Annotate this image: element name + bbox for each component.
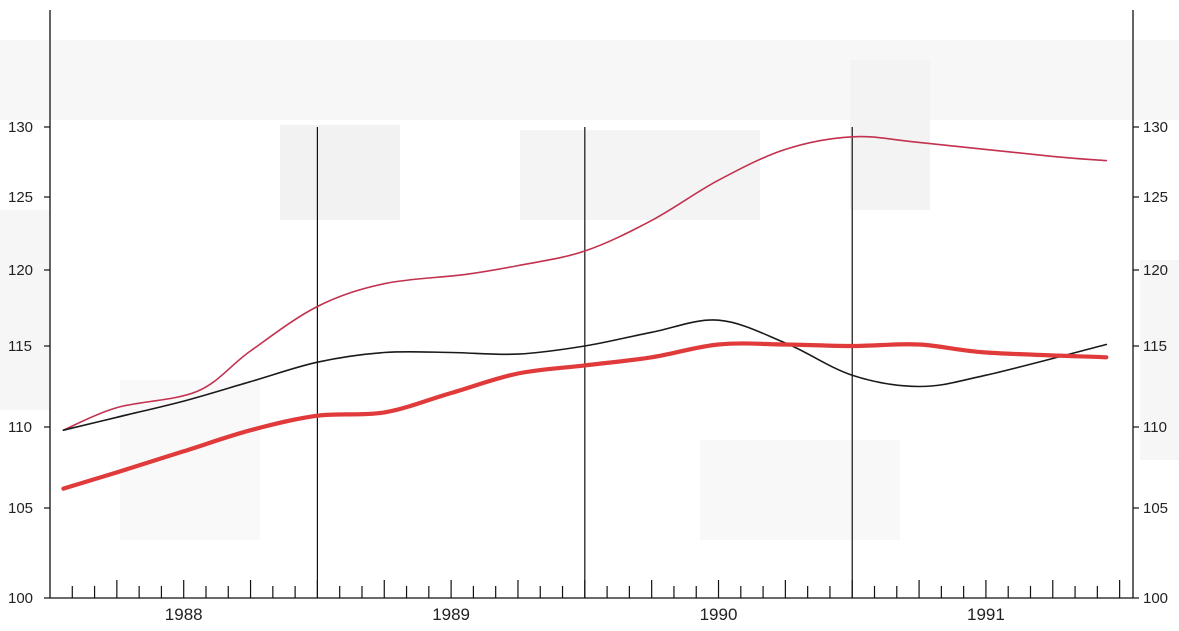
x-tick-label-1991: 1991: [967, 605, 1005, 624]
bg-block-6: [0, 210, 50, 410]
axis-labels: 100 100 105 105 110 110 115 115 120 120 125 125 130 1…: [8, 119, 1168, 624]
bg-block-4: [120, 380, 260, 540]
chart-axes: [44, 10, 1139, 599]
y-tick-label-left-115: 115: [8, 338, 32, 355]
x-tick-label-1990: 1990: [700, 605, 738, 624]
bg-block-3: [850, 60, 930, 210]
series-lines: [61, 135, 1109, 491]
y-tick-label-left-125: 125: [8, 189, 33, 206]
bg-block-1: [280, 125, 400, 220]
series-line-2: [61, 341, 1109, 491]
x-tick-label-1988: 1988: [165, 605, 203, 624]
bg-block-5: [700, 440, 900, 540]
bg-block-2: [520, 130, 760, 220]
y-tick-label-right-100: 100: [1143, 590, 1168, 607]
series-line-0: [62, 135, 1108, 431]
y-tick-label-right-110: 110: [1143, 419, 1167, 436]
series-line-1: [62, 319, 1108, 431]
y-tick-label-right-130: 130: [1143, 119, 1168, 136]
y-tick-label-left-130: 130: [8, 119, 33, 136]
y-tick-label-right-115: 115: [1143, 338, 1167, 355]
y-tick-label-right-105: 105: [1143, 500, 1168, 517]
y-tick-label-right-120: 120: [1143, 262, 1168, 279]
y-tick-label-right-125: 125: [1143, 189, 1168, 206]
y-tick-label-left-110: 110: [8, 419, 32, 436]
chart-background: [0, 40, 1179, 540]
y-tick-label-left-100: 100: [8, 590, 33, 607]
bg-block-0: [0, 40, 1179, 120]
bg-block-7: [1140, 260, 1179, 460]
x-tick-label-1989: 1989: [432, 605, 470, 624]
y-tick-label-left-105: 105: [8, 500, 33, 517]
y-tick-label-left-120: 120: [8, 262, 33, 279]
